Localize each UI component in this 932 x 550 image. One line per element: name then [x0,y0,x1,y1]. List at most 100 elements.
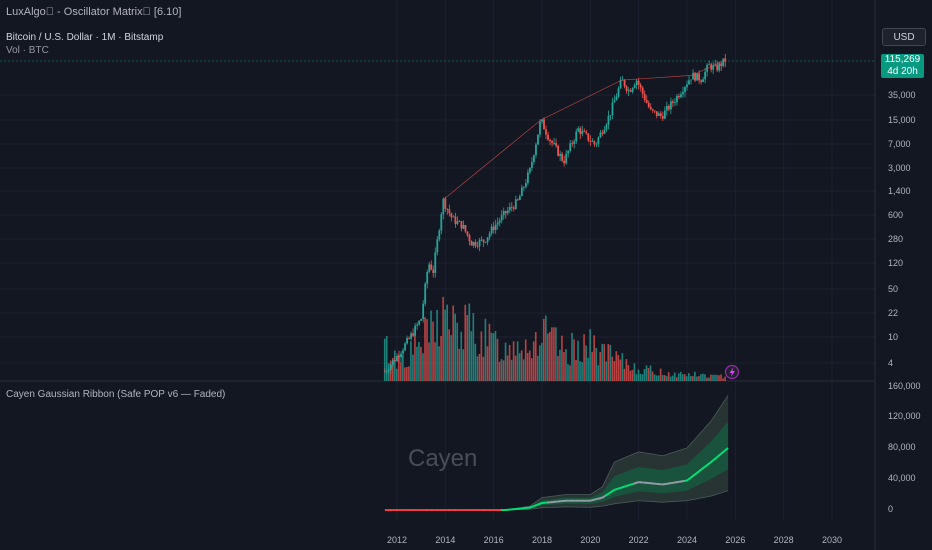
candle-body [591,141,594,142]
candle-body [551,141,553,144]
indicator-title[interactable]: Cayen Gaussian Ribbon (Safe POP v6 — Fad… [6,389,226,400]
candle-body [432,269,435,273]
candle-body [404,343,406,351]
volume-bar [452,305,454,381]
ribbon-mid-line [698,469,701,473]
price-tick-label: 1,400 [888,186,911,196]
volume-bar [607,343,610,381]
volume-bar [510,359,513,381]
volume-bar [718,375,720,381]
indicator-header-title: LuxAlgo  - Oscillator Matrix  [6.10] [6,6,182,18]
ribbon-mid-line [609,491,612,494]
volume-bar [492,333,495,381]
ribbon-mid-line [711,459,715,462]
candle-body [490,226,493,234]
candle-body [597,137,600,144]
volume-label[interactable]: Vol · BTC [6,45,49,56]
ribbon-mid-line [718,453,722,456]
time-axis: 2012 2014 2016 2018 2020 2022 2024 2026 2028 2030 [387,535,842,545]
volume-bar [480,331,483,381]
volume-bar [442,296,444,381]
candle-body [384,371,386,373]
candle-body [653,110,656,112]
volume-bar [557,356,559,381]
volume-bar [416,346,418,381]
candle-body [516,199,519,201]
volume-bar [561,335,563,381]
volume-bar [555,327,557,381]
volume-bar [615,351,618,381]
volume-bar [665,376,668,381]
alert-icon[interactable] [724,364,740,380]
volume-bar [498,361,501,381]
candle-body [398,355,400,358]
volume-bar [714,374,716,381]
volume-bar [385,336,388,381]
ribbon-mid-line [693,473,697,476]
candle-body [531,161,533,168]
volume-bar [575,359,577,381]
volume-bar [434,342,436,381]
candle-body [422,303,425,319]
candle-body [535,144,537,156]
peak-trend-line [442,59,726,201]
volume-bar [432,321,434,381]
volume-bar [536,355,539,381]
candle-body [456,221,459,224]
volume-bar [585,345,587,381]
volume-bar [450,335,452,381]
ribbon-mid-line [688,476,692,480]
candle-body [476,245,479,247]
indicator-tick-label: 160,000 [888,381,921,391]
price-tick-label: 22 [888,308,899,318]
ribbon-mid-line [699,468,703,472]
candle-body [468,235,471,242]
candle-body [406,337,408,344]
volume-bar [669,376,672,381]
ribbon-mid-line [691,475,694,478]
indicator-tick-label: 0 [888,504,894,514]
candle-body [619,79,622,89]
candle-body [718,63,721,71]
candle-body [631,87,634,92]
volume-bar [482,356,485,381]
candle-body [442,198,445,215]
candle-body [480,239,483,241]
volume-bar [609,344,612,381]
candle-body [674,102,676,104]
candle-body [522,186,525,188]
ribbon-mid-line [708,462,711,465]
ribbon-mid-line [717,454,721,457]
symbol-title[interactable]: Bitcoin / U.S. Dollar · 1M · Bitstamp [6,32,164,43]
volume-bar [692,376,694,381]
volume-bar [708,377,710,381]
candle-body [643,93,646,101]
currency-button[interactable]: USD [882,28,926,46]
volume-bar [484,318,487,381]
candle-body [474,242,477,246]
grid-lines [0,0,875,520]
candle-body [504,211,507,214]
candle-body [514,199,517,209]
volume-bar [496,338,499,381]
volume-bar [534,332,537,381]
ribbon-mid-line [712,458,716,461]
candle-body [661,115,664,119]
time-axis-label: 2024 [677,535,697,545]
candle-body [561,153,564,161]
volume-bar [613,361,616,381]
volume-bar [522,359,525,381]
volume-bar [488,323,491,381]
volume-bar [420,346,422,381]
volume-bar [617,355,620,381]
candle-body [448,209,451,214]
volume-bar [720,374,722,381]
volume-bar [702,373,704,381]
candle-body [524,183,527,187]
candle-body [412,333,415,336]
candle-body [486,237,489,242]
candle-body [543,119,545,130]
volume-bar [543,318,545,381]
volume-bar [530,358,533,381]
